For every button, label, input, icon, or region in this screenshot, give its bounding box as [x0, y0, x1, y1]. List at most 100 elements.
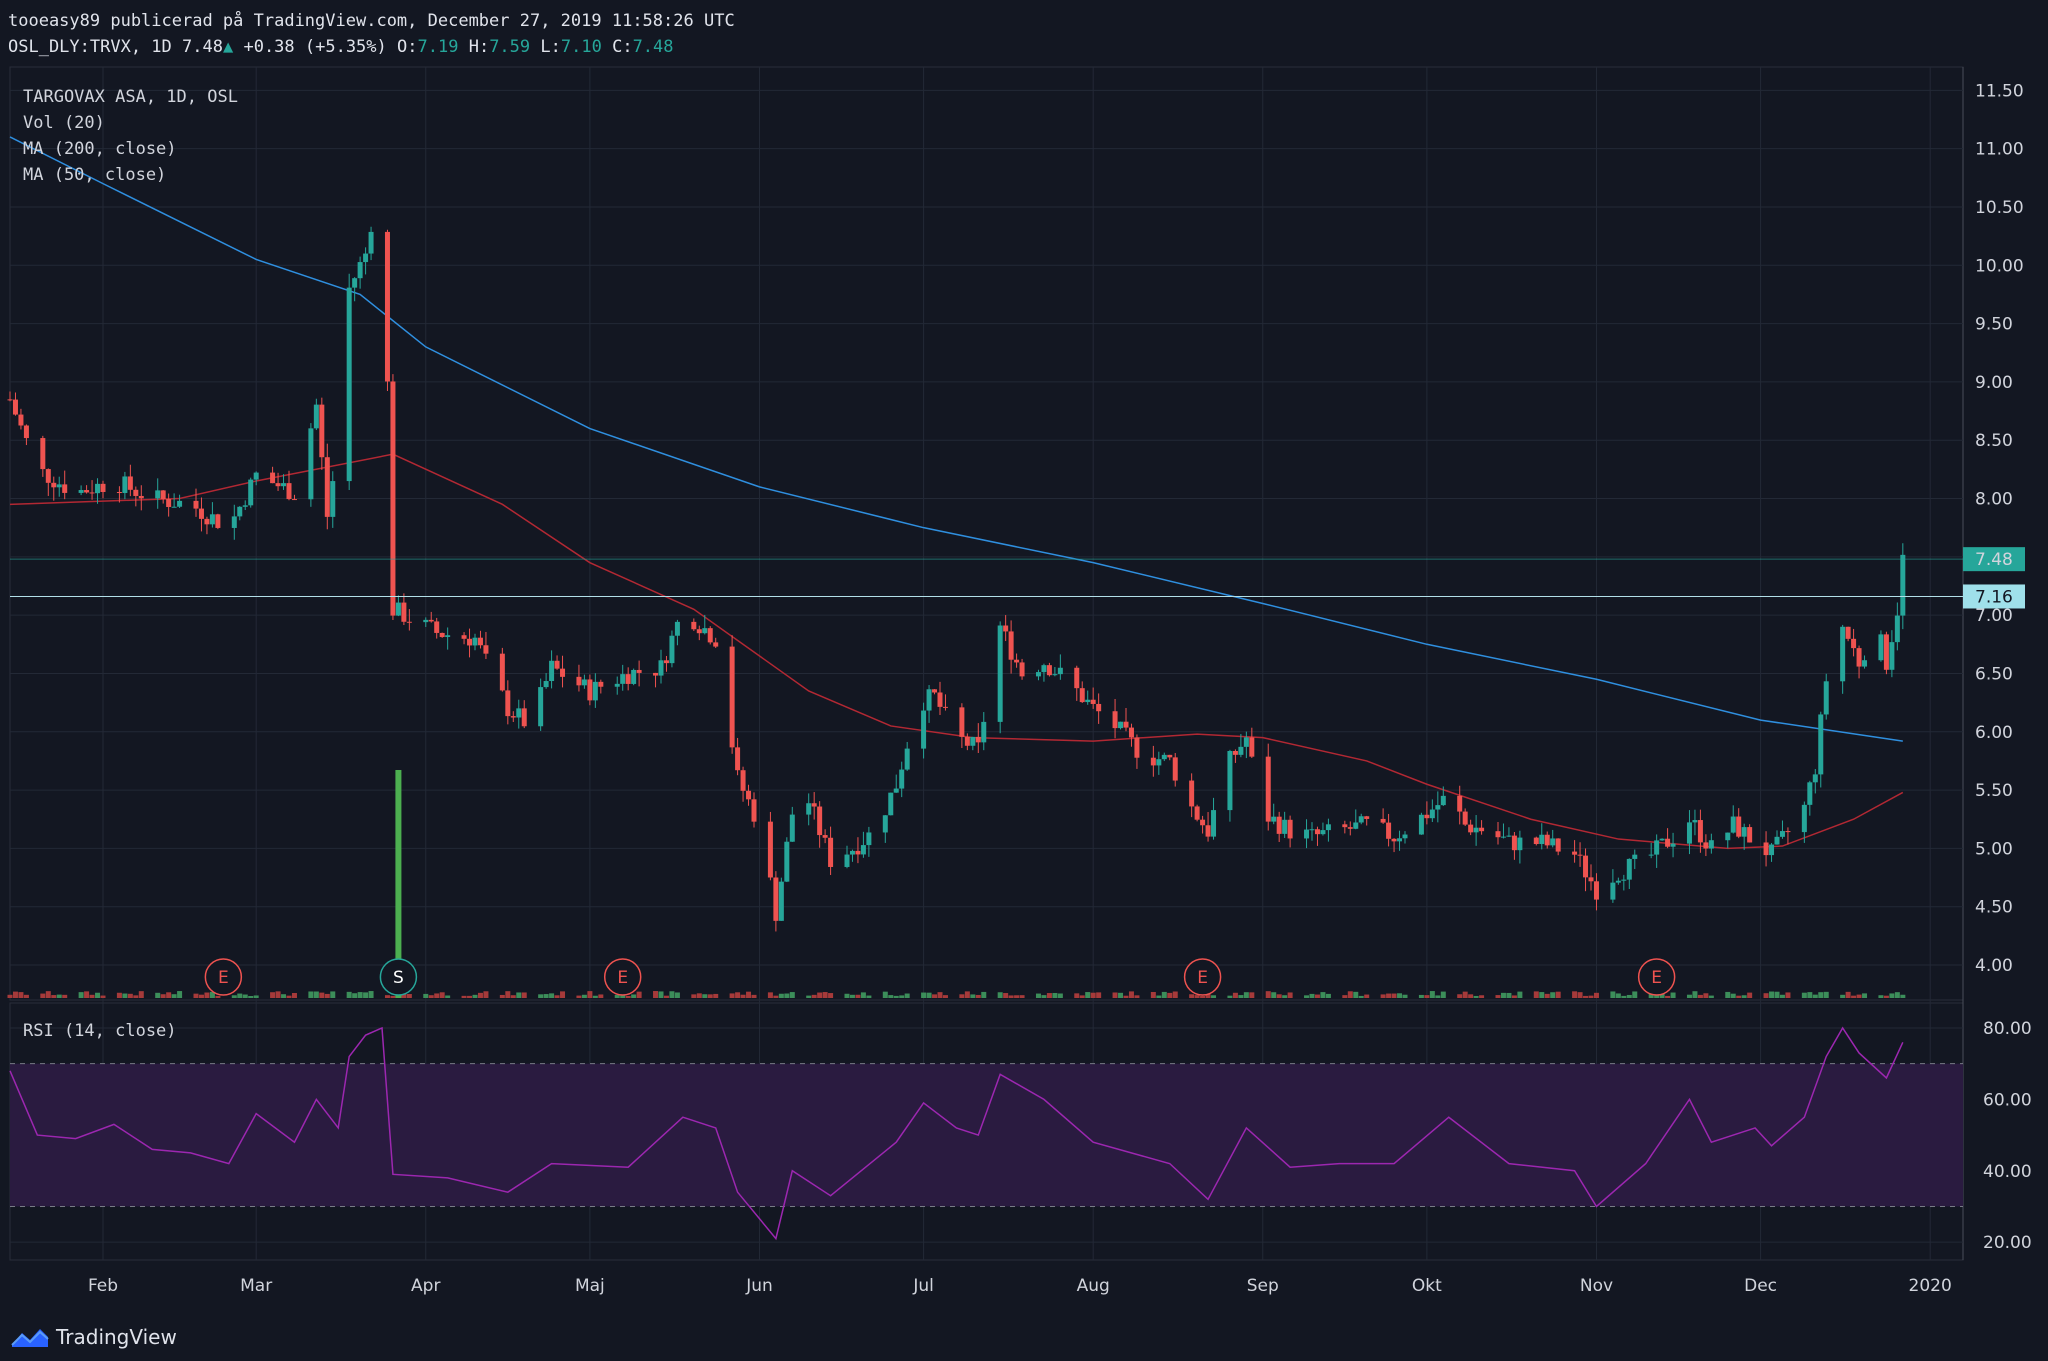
candle-body [352, 278, 358, 288]
candle-body [926, 689, 932, 711]
volume-bar [1708, 995, 1714, 998]
date-tick-label: Jul [912, 1276, 934, 1296]
volume-bar [1150, 991, 1156, 998]
candle-body [997, 625, 1003, 722]
volume-bar [428, 995, 434, 998]
candle-body [1134, 737, 1140, 758]
volume-bar [1457, 994, 1463, 998]
candle-body [1626, 858, 1632, 880]
candle-body [625, 674, 631, 684]
volume-bar [1118, 992, 1124, 998]
volume-bar [45, 991, 51, 998]
volume-bar [1801, 992, 1807, 998]
candle-body [1232, 751, 1238, 755]
publish-line: tooeasy89 publicerad på TradingView.com,… [8, 11, 735, 31]
candle-body [1238, 746, 1244, 755]
volume-bar [357, 992, 363, 998]
candle-body [1358, 816, 1364, 823]
volume-bar [1325, 993, 1331, 998]
candle-body [204, 518, 210, 525]
candle-body [1462, 811, 1468, 825]
volume-bar [614, 994, 620, 998]
volume-bar [713, 993, 719, 998]
candle-body [1243, 737, 1249, 747]
volume-bar [1506, 992, 1512, 998]
candle-body [729, 646, 735, 748]
volume-bar [467, 995, 473, 998]
volume-bar [1052, 992, 1058, 998]
candle-body [84, 490, 90, 493]
candle-body [1473, 827, 1479, 833]
volume-bar [1112, 992, 1118, 998]
volume-bar [1019, 995, 1025, 998]
volume-bar [127, 993, 133, 998]
candle-body [855, 850, 861, 855]
candle-body [133, 489, 139, 496]
volume-bar [1692, 991, 1698, 998]
volume-bar [1057, 993, 1063, 998]
volume-bar [849, 994, 855, 998]
candle-body [516, 708, 522, 718]
legend: TARGOVAX ASA, 1D, OSL Vol (20) MA (200, … [23, 87, 238, 1041]
candle-body [286, 483, 292, 500]
candle-body [40, 438, 46, 470]
volume-bar [926, 992, 932, 998]
candle-body [1353, 822, 1359, 829]
candle-body [1156, 759, 1162, 766]
candle-body [390, 381, 396, 616]
volume-bar [1500, 992, 1506, 998]
candle-body [1670, 843, 1676, 847]
open-value: 7.19 [417, 37, 459, 57]
volume-bar [866, 995, 872, 998]
volume-bar [1096, 992, 1102, 998]
candle-body [1785, 831, 1791, 833]
volume-bar [1779, 994, 1785, 998]
volume-bar [1648, 993, 1654, 998]
volume-bar [198, 994, 204, 998]
last-price-badge [1963, 547, 2025, 572]
date-tick-label: Maj [575, 1276, 605, 1296]
volume-bar [1730, 993, 1736, 998]
footer[interactable]: TradingView [10, 1325, 177, 1349]
volume-bar [368, 991, 374, 998]
volume-bar [625, 995, 631, 998]
candle-body [1052, 674, 1058, 676]
candle-body [1150, 757, 1156, 766]
volume-bar [904, 993, 910, 998]
candle-body [127, 476, 133, 490]
candle-body [368, 231, 374, 254]
legend-volume: Vol (20) [23, 113, 105, 133]
earnings-marker [1637, 958, 1676, 996]
event-marker-label: E [617, 968, 628, 988]
candle-body [822, 835, 828, 838]
candle-body [696, 629, 702, 634]
candle-body [1583, 855, 1589, 878]
candle-body [1079, 688, 1085, 703]
volume-bar [384, 995, 390, 998]
candle-body [932, 689, 938, 693]
rsi-band [10, 1063, 1963, 1207]
candle-body [1046, 665, 1052, 676]
candle-body [363, 253, 369, 263]
volume-bar [324, 993, 330, 998]
volume-bar [1894, 992, 1900, 998]
symbol-label: OSL_DLY:TRVX, 1D [8, 37, 172, 57]
price-tick-label: 6.00 [1975, 723, 2013, 743]
volume-bar [363, 992, 369, 998]
volume-bar [1670, 992, 1676, 998]
candle-body [1200, 819, 1206, 826]
candle-body [138, 495, 144, 499]
volume-bar [937, 992, 943, 998]
candle-body [406, 621, 412, 623]
candle-body [330, 481, 336, 517]
price-chart[interactable]: E S E E E 11.50 11.00 10.50 10.00 9.50 9.00 8.50 8.… [0, 0, 2048, 1300]
volume-bar [521, 992, 527, 998]
volume-bar [1227, 995, 1233, 998]
volume-bar [1090, 992, 1096, 998]
candle-body [778, 881, 784, 921]
last-price: 7.48 [182, 37, 223, 57]
volume-bar [1851, 995, 1857, 998]
candle-body [100, 483, 106, 492]
volume-bar [1736, 995, 1742, 998]
